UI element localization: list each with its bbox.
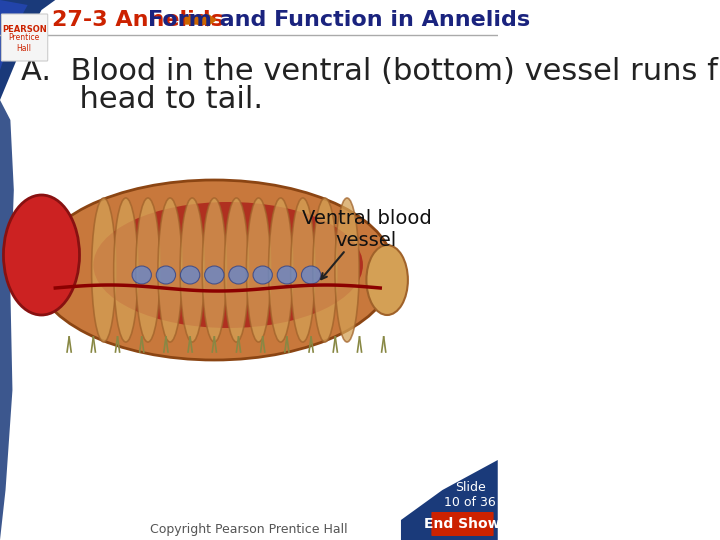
FancyBboxPatch shape xyxy=(431,512,494,536)
Ellipse shape xyxy=(158,198,182,342)
Ellipse shape xyxy=(312,198,337,342)
Ellipse shape xyxy=(132,266,151,284)
Ellipse shape xyxy=(277,266,297,284)
Ellipse shape xyxy=(302,266,321,284)
Ellipse shape xyxy=(253,266,272,284)
Text: head to tail.: head to tail. xyxy=(21,85,263,114)
Ellipse shape xyxy=(136,198,160,342)
Text: PEARSON: PEARSON xyxy=(2,25,47,35)
Ellipse shape xyxy=(335,198,359,342)
Text: Prentice
Hall: Prentice Hall xyxy=(9,33,40,53)
Ellipse shape xyxy=(91,198,116,342)
Polygon shape xyxy=(0,100,14,540)
Ellipse shape xyxy=(114,198,138,342)
Ellipse shape xyxy=(202,198,226,342)
Text: Slide
10 of 36: Slide 10 of 36 xyxy=(444,481,496,509)
Ellipse shape xyxy=(269,198,293,342)
Polygon shape xyxy=(0,0,55,100)
Text: Form and Function in Annelids: Form and Function in Annelids xyxy=(148,10,530,30)
Text: 27-3 Annelids: 27-3 Annelids xyxy=(53,10,224,30)
Text: End Show: End Show xyxy=(424,517,500,531)
Text: Ventral blood
vessel: Ventral blood vessel xyxy=(302,210,431,251)
FancyArrow shape xyxy=(185,14,216,26)
Ellipse shape xyxy=(204,266,224,284)
Ellipse shape xyxy=(291,198,315,342)
Ellipse shape xyxy=(156,266,176,284)
Ellipse shape xyxy=(225,198,248,342)
Text: A.  Blood in the ventral (bottom) vessel runs from: A. Blood in the ventral (bottom) vessel … xyxy=(21,57,720,86)
Ellipse shape xyxy=(366,245,408,315)
Ellipse shape xyxy=(180,198,204,342)
FancyBboxPatch shape xyxy=(1,14,48,61)
Ellipse shape xyxy=(4,195,79,315)
Ellipse shape xyxy=(181,266,199,284)
Ellipse shape xyxy=(35,180,394,360)
Ellipse shape xyxy=(229,266,248,284)
Text: Copyright Pearson Prentice Hall: Copyright Pearson Prentice Hall xyxy=(150,523,348,537)
Polygon shape xyxy=(401,460,498,540)
Ellipse shape xyxy=(94,202,363,328)
Polygon shape xyxy=(0,0,27,70)
Ellipse shape xyxy=(246,198,271,342)
